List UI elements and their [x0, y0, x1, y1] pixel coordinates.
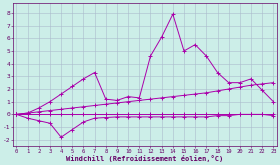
X-axis label: Windchill (Refroidissement éolien,°C): Windchill (Refroidissement éolien,°C) [66, 155, 223, 162]
